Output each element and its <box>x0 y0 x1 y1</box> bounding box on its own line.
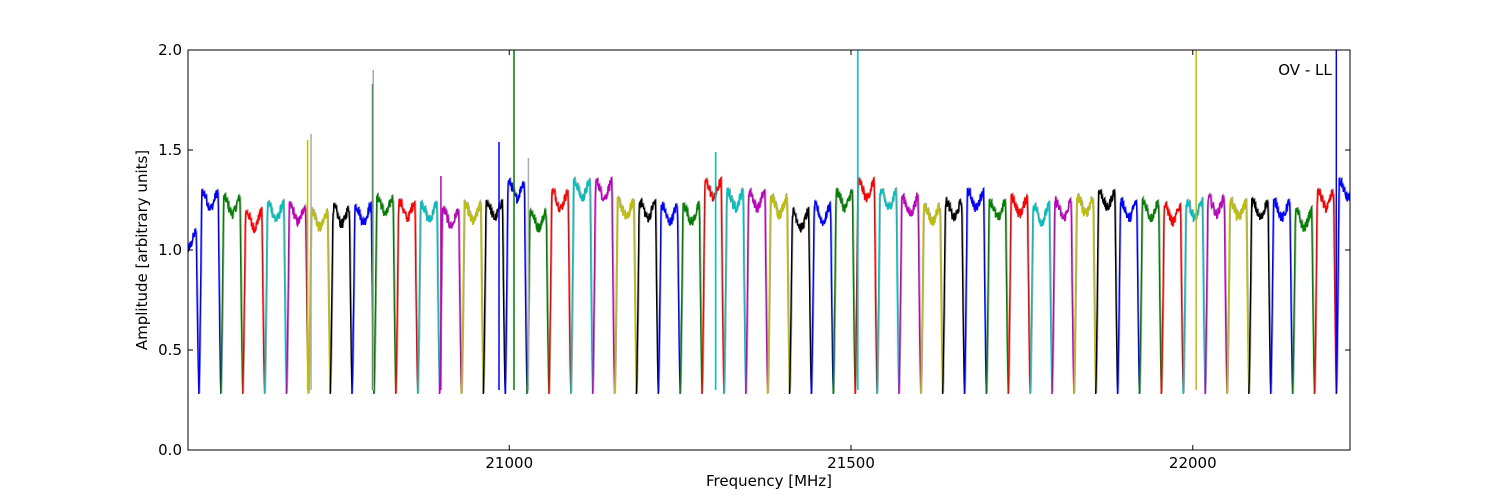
band-series-line <box>1029 201 1053 395</box>
band-series-line <box>832 188 856 395</box>
band-series-line <box>657 201 681 395</box>
band-series-line <box>526 207 550 395</box>
band-series-line <box>898 192 922 395</box>
band-series-line <box>548 187 572 395</box>
band-series-line <box>723 187 747 395</box>
band-series-line <box>963 187 988 395</box>
chart-annotation: OV - LL <box>1278 61 1332 79</box>
y-tick-label: 1.0 <box>158 241 182 259</box>
x-tick-label: 22000 <box>1169 454 1217 472</box>
series-layer <box>188 50 1350 395</box>
band-series-line <box>351 201 375 395</box>
band-series-line <box>920 203 944 395</box>
band-series-line <box>188 228 200 395</box>
band-series-line <box>1160 201 1184 395</box>
band-series-line <box>810 199 834 395</box>
band-series-line <box>482 199 506 395</box>
band-series-line <box>701 176 725 395</box>
band-series-line <box>329 203 353 395</box>
band-series-line <box>1116 197 1141 395</box>
band-series-line <box>1248 196 1272 395</box>
x-tick-label: 21500 <box>827 454 875 472</box>
band-series-line <box>570 177 594 395</box>
band-series-line <box>591 177 616 395</box>
band-series-line <box>679 201 703 395</box>
band-series-line <box>198 188 222 395</box>
band-series-line <box>263 199 288 395</box>
plot-area <box>188 50 1350 395</box>
band-series-line <box>307 208 331 395</box>
band-series-line <box>854 177 878 395</box>
band-series-line <box>220 193 244 395</box>
band-series-line <box>1182 197 1206 395</box>
band-series-line <box>876 187 900 395</box>
band-series-line <box>438 206 463 395</box>
band-series-line <box>745 188 769 395</box>
band-series-line <box>941 197 966 395</box>
y-tick-label: 0.0 <box>158 441 182 459</box>
band-series-line <box>242 207 266 395</box>
band-series-line <box>766 193 791 395</box>
band-series-line <box>1204 193 1228 395</box>
band-series-line <box>985 199 1009 395</box>
band-series-line <box>373 193 397 395</box>
band-series-line <box>1226 197 1250 395</box>
band-series-line <box>1073 193 1097 395</box>
band-series-line <box>460 199 484 395</box>
y-tick-label: 2.0 <box>158 41 182 59</box>
band-series-line <box>1270 197 1294 395</box>
band-series-line <box>285 201 309 395</box>
tick-layer: 21000 21500 22000 0.0 0.5 1.0 1.5 2.0 <box>158 41 1350 472</box>
band-series-line <box>1007 193 1031 395</box>
band-series-line <box>635 198 659 395</box>
band-series-line <box>613 196 638 395</box>
x-tick-label: 21000 <box>485 454 533 472</box>
band-series-line <box>1051 195 1075 395</box>
y-tick-label: 0.5 <box>158 341 182 359</box>
band-series-line <box>1095 189 1119 395</box>
band-series-line <box>1313 188 1337 395</box>
band-series-line <box>504 178 528 395</box>
x-axis-label: Frequency [MHz] <box>706 472 832 490</box>
band-series-line <box>1291 205 1316 395</box>
band-series-line <box>1335 177 1350 395</box>
band-shadow-line <box>1270 196 1295 394</box>
y-axis-label: Amplitude [arbitrary units] <box>133 150 151 350</box>
y-tick-label: 1.5 <box>158 141 182 159</box>
band-series-line <box>395 198 419 395</box>
band-series-line <box>788 207 813 395</box>
band-series-line <box>1138 195 1162 395</box>
band-series-line <box>417 200 441 395</box>
band-shadow-line <box>724 186 748 394</box>
